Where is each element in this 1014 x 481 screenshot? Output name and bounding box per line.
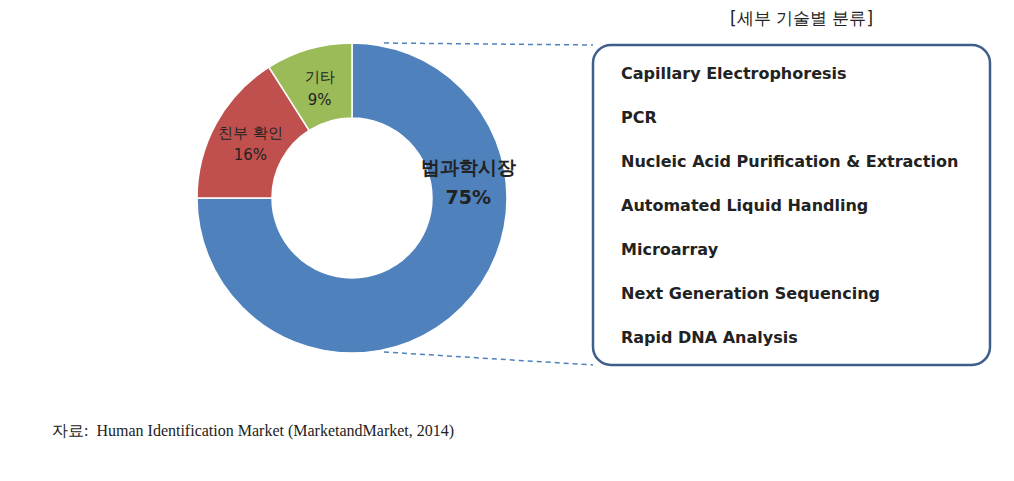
svg-text:법과학시장75%: 법과학시장75% (421, 156, 516, 208)
svg-text:친부 확인16%: 친부 확인16% (218, 124, 283, 165)
svg-text:PCR: PCR (621, 108, 657, 127)
svg-text:[세부 기술별 분류]: [세부 기술별 분류] (730, 8, 873, 28)
svg-text:Capillary Electrophoresis: Capillary Electrophoresis (621, 64, 847, 83)
svg-text:Automated Liquid Handling: Automated Liquid Handling (621, 196, 868, 215)
svg-text:Microarray: Microarray (621, 240, 719, 259)
svg-text:Rapid DNA Analysis: Rapid DNA Analysis (621, 328, 798, 347)
svg-text:Nucleic Acid Purification & Ex: Nucleic Acid Purification & Extraction (621, 152, 958, 171)
svg-text:자료: Human Identification Mark: 자료: Human Identification Market (Marketa… (52, 422, 454, 440)
svg-text:Next Generation Sequencing: Next Generation Sequencing (621, 284, 880, 303)
svg-text:기타9%: 기타9% (305, 68, 335, 109)
